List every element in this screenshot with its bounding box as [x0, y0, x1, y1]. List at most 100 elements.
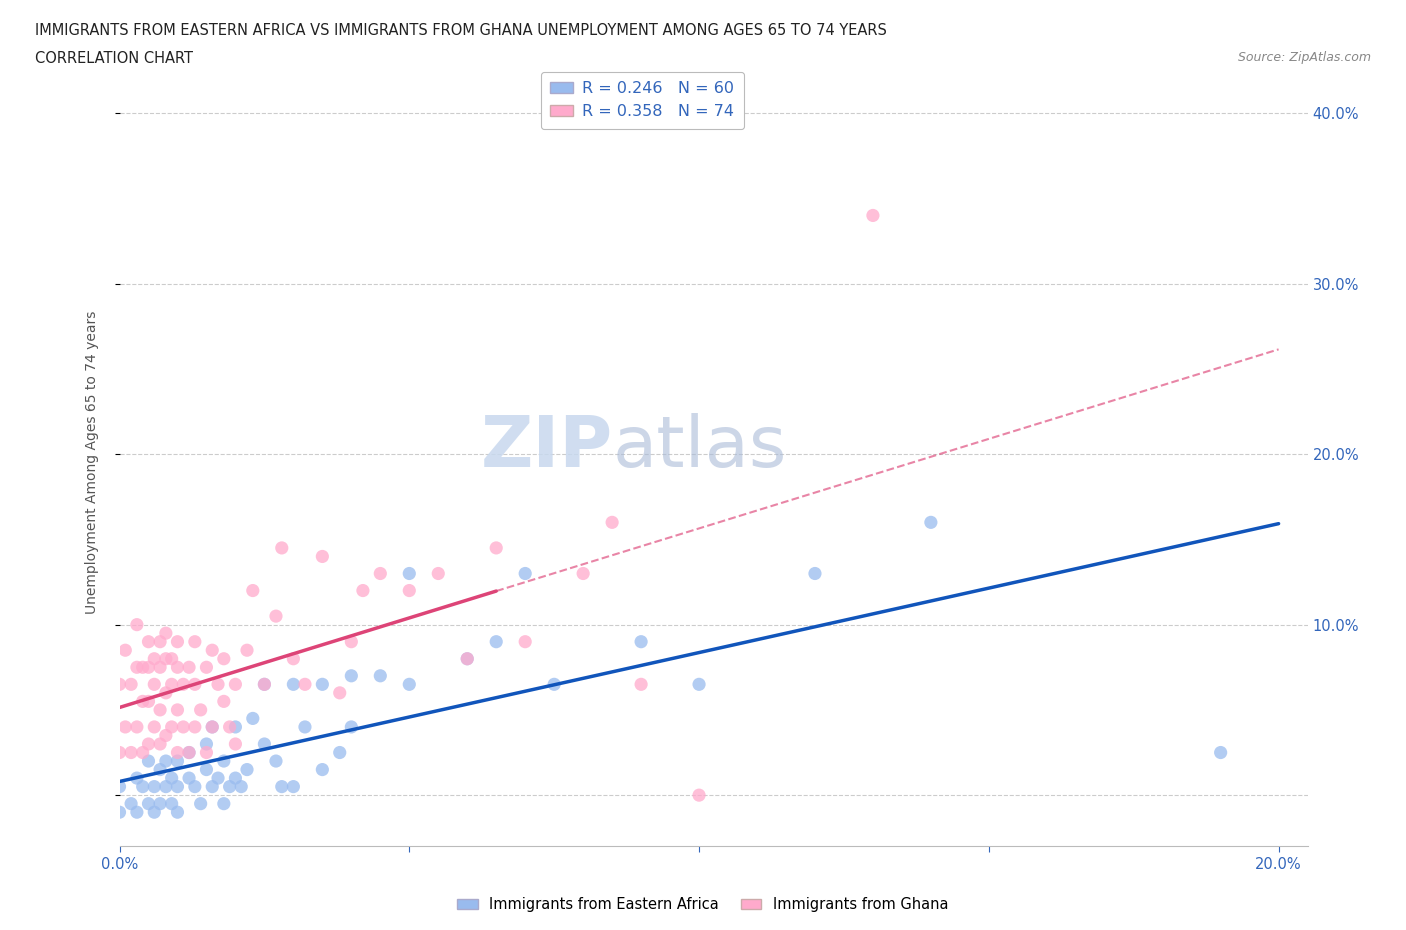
Point: [160, 651, 183, 666]
Point: [190, 796, 212, 811]
Point: [253, 737, 276, 751]
Point: [149, 796, 172, 811]
Point: [201, 720, 224, 735]
Point: [172, 677, 194, 692]
Point: [143, 720, 166, 735]
Point: [143, 779, 166, 794]
Point: [368, 669, 391, 684]
Point: [160, 796, 183, 811]
Text: IMMIGRANTS FROM EASTERN AFRICA VS IMMIGRANTS FROM GHANA UNEMPLOYMENT AMONG AGES : IMMIGRANTS FROM EASTERN AFRICA VS IMMIGR…: [35, 23, 887, 38]
Point: [368, 566, 391, 581]
Point: [688, 677, 710, 692]
Point: [212, 796, 235, 811]
Point: [340, 634, 363, 649]
Point: [143, 651, 166, 666]
Point: [155, 626, 177, 641]
Point: [270, 779, 292, 794]
Point: [688, 788, 710, 803]
Point: [329, 685, 352, 700]
Point: [264, 753, 287, 768]
Point: [190, 702, 212, 717]
Point: [283, 651, 305, 666]
Point: [138, 660, 160, 675]
Point: [242, 711, 264, 726]
Point: [160, 771, 183, 786]
Point: [224, 771, 246, 786]
Point: [294, 677, 316, 692]
Point: [294, 720, 316, 735]
Point: [1209, 745, 1232, 760]
Point: [485, 634, 508, 649]
Point: [195, 745, 218, 760]
Point: [138, 796, 160, 811]
Point: [456, 651, 478, 666]
Point: [236, 643, 259, 658]
Text: ZIP: ZIP: [481, 413, 613, 482]
Point: [543, 677, 565, 692]
Point: [114, 643, 136, 658]
Point: [166, 779, 188, 794]
Point: [184, 677, 207, 692]
Point: [207, 771, 229, 786]
Point: [143, 677, 166, 692]
Point: [427, 566, 450, 581]
Point: [125, 618, 148, 632]
Point: [264, 609, 287, 624]
Point: [166, 745, 188, 760]
Point: [125, 804, 148, 819]
Point: [155, 685, 177, 700]
Point: [398, 583, 420, 598]
Point: [231, 779, 253, 794]
Point: [166, 634, 188, 649]
Legend: R = 0.246   N = 60, R = 0.358   N = 74: R = 0.246 N = 60, R = 0.358 N = 74: [541, 72, 744, 129]
Point: [212, 651, 235, 666]
Point: [131, 660, 153, 675]
Point: [340, 669, 363, 684]
Point: [630, 634, 652, 649]
Point: [212, 694, 235, 709]
Point: [108, 745, 131, 760]
Point: [398, 566, 420, 581]
Point: [311, 677, 333, 692]
Point: [125, 660, 148, 675]
Point: [201, 643, 224, 658]
Point: [108, 779, 131, 794]
Point: [195, 737, 218, 751]
Point: [125, 771, 148, 786]
Point: [572, 566, 595, 581]
Point: [131, 694, 153, 709]
Point: [131, 779, 153, 794]
Point: [218, 720, 240, 735]
Point: [131, 745, 153, 760]
Point: [155, 779, 177, 794]
Point: [114, 720, 136, 735]
Point: [207, 677, 229, 692]
Point: [352, 583, 374, 598]
Point: [120, 745, 142, 760]
Point: [242, 583, 264, 598]
Point: [149, 634, 172, 649]
Point: [515, 566, 537, 581]
Point: [398, 677, 420, 692]
Point: [138, 737, 160, 751]
Legend: Immigrants from Eastern Africa, Immigrants from Ghana: Immigrants from Eastern Africa, Immigran…: [451, 891, 955, 918]
Point: [177, 660, 200, 675]
Point: [340, 720, 363, 735]
Point: [224, 720, 246, 735]
Point: [138, 694, 160, 709]
Point: [329, 745, 352, 760]
Point: [804, 566, 827, 581]
Point: [600, 515, 623, 530]
Text: atlas: atlas: [613, 413, 787, 482]
Point: [120, 796, 142, 811]
Point: [195, 763, 218, 777]
Point: [253, 677, 276, 692]
Point: [253, 677, 276, 692]
Point: [138, 634, 160, 649]
Point: [224, 677, 246, 692]
Point: [149, 763, 172, 777]
Point: [160, 677, 183, 692]
Point: [108, 677, 131, 692]
Point: [166, 702, 188, 717]
Text: CORRELATION CHART: CORRELATION CHART: [35, 51, 193, 66]
